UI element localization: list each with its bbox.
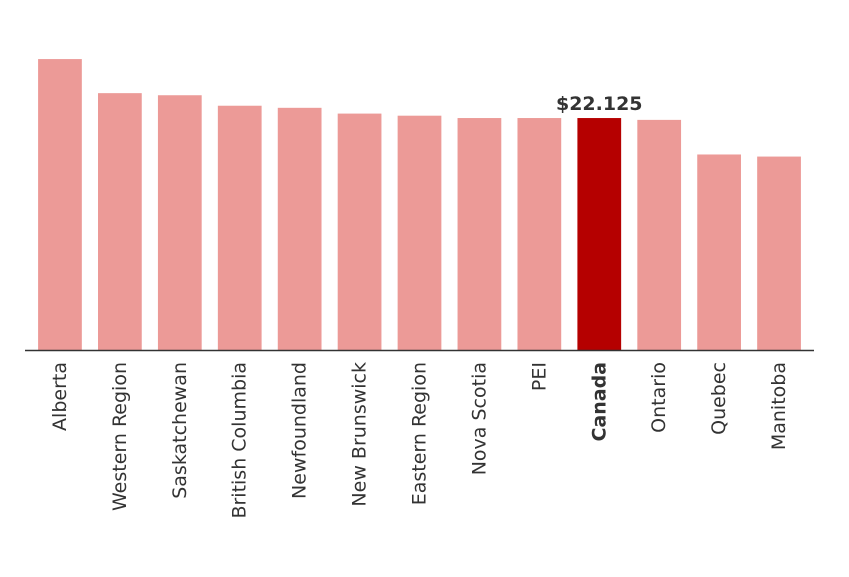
bar-pei <box>517 118 562 350</box>
bar-nova-scotia <box>457 118 502 350</box>
bar-saskatchewan <box>157 95 202 351</box>
bar-western-region <box>98 93 142 351</box>
bars-group <box>38 59 801 351</box>
tick-labels-group: Alberta Western Region Saskatchewan British… <box>49 362 790 519</box>
tick-label-ontario: Ontario <box>648 362 670 433</box>
bar-eastern-region <box>397 115 442 350</box>
tick-label-saskatchewan: Saskatchewan <box>169 362 191 499</box>
tick-label-western-region: Western Region <box>109 362 131 511</box>
bar-alberta <box>38 59 82 350</box>
tick-label-nova-scotia: Nova Scotia <box>468 362 490 475</box>
tick-label-quebec: Quebec <box>708 362 730 435</box>
tick-label-british-columbia: British Columbia <box>229 362 251 519</box>
bar-canada <box>577 118 622 350</box>
bar-ontario <box>637 119 682 350</box>
bar-british-columbia <box>217 105 262 350</box>
tick-label-new-brunswick: New Brunswick <box>349 362 371 507</box>
tick-label-newfoundland: Newfoundland <box>289 362 311 499</box>
bar-quebec <box>697 154 741 350</box>
bar-manitoba <box>757 156 801 350</box>
bar-new-brunswick <box>337 113 382 350</box>
tick-label-manitoba: Manitoba <box>768 362 790 450</box>
data-labels-group: $22.125 <box>556 93 643 115</box>
data-label-canada: $22.125 <box>556 93 643 115</box>
tick-label-pei: PEI <box>528 362 550 391</box>
bar-newfoundland <box>277 107 322 350</box>
tick-label-eastern-region: Eastern Region <box>409 362 431 505</box>
tick-label-alberta: Alberta <box>49 362 71 431</box>
tick-label-canada: Canada <box>588 362 610 442</box>
